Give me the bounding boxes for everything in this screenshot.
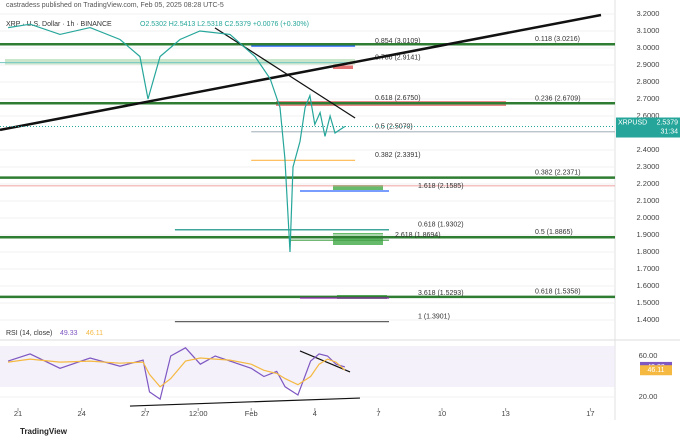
zone — [333, 233, 383, 245]
value-tag-bg — [640, 365, 672, 376]
level-label: 2.618 (1.8694) — [395, 232, 441, 239]
ohlc: O2.5302 H2.5413 L2.5318 C2.5379 +0.0076 … — [140, 21, 309, 28]
y-tick-label: 3.0000 — [637, 43, 660, 52]
x-tick-label: 13 — [501, 409, 509, 418]
y-tick-label: 2.1000 — [637, 196, 660, 205]
price-tag-name: XRPUSD — [618, 119, 647, 126]
legend-value: 46.11 — [86, 330, 103, 337]
level-label: 0.618 (2.6750) — [375, 95, 421, 102]
y-tick-label: 3.1000 — [637, 26, 660, 35]
x-tick-label: 17 — [586, 409, 594, 418]
level-label: 0.5 (1.8865) — [535, 229, 573, 236]
series-line — [7, 347, 346, 401]
symbol: XRP · U.S. Dollar · 1h · BINANCE — [6, 21, 112, 28]
x-tick-label: 4 — [313, 409, 317, 418]
price-tag-bg — [616, 117, 680, 138]
y-tick-label: 1.5000 — [637, 298, 660, 307]
y-tick-label: 2.0000 — [637, 213, 660, 222]
zone — [333, 64, 353, 69]
y-tick-label: 2.2000 — [637, 179, 660, 188]
legend-value: 49.33 — [60, 330, 78, 337]
level-label: 3.618 (1.5293) — [418, 290, 464, 297]
trendline — [0, 13, 602, 132]
y-tick-label: 2.9000 — [637, 60, 660, 69]
trendline — [299, 350, 351, 373]
y-tick-label: 1.8000 — [637, 247, 660, 256]
y-tick-label: 1.6000 — [637, 281, 660, 290]
brand: TradingView — [20, 427, 68, 436]
level-label: 0.786 (2.9141) — [375, 54, 421, 61]
y-tick-label: 2.4000 — [637, 145, 660, 154]
x-tick-label: 27 — [141, 409, 149, 418]
x-tick-label: 24 — [77, 409, 85, 418]
x-tick-label: Feb — [245, 409, 258, 418]
y-tick-label: 2.8000 — [637, 77, 660, 86]
y-tick-label: 60.00 — [639, 351, 658, 360]
level-label: 1 (1.3901) — [418, 313, 450, 320]
rsi-title: RSI (14, close) — [6, 330, 52, 337]
level-label: 0.382 (2.2371) — [535, 169, 581, 176]
y-tick-label: 2.7000 — [637, 94, 660, 103]
publisher: castradess published on TradingView.com,… — [6, 2, 224, 9]
x-tick-label: 7 — [376, 409, 380, 418]
trendline — [129, 397, 360, 407]
x-tick-label: 10 — [438, 409, 446, 418]
level-label: 0.854 (3.0109) — [375, 38, 421, 45]
x-tick-label: 21 — [14, 409, 22, 418]
level-label: 0.118 (3.0216) — [535, 36, 580, 43]
zone — [0, 185, 615, 187]
zone — [333, 185, 383, 190]
level-label: 0.618 (1.9302) — [418, 222, 464, 229]
price-tag-value: 2.5379 — [657, 119, 679, 126]
y-tick-label: 1.4000 — [637, 315, 660, 324]
value-tag: 46.11 — [648, 367, 665, 374]
x-tick-label: 12:00 — [189, 409, 208, 418]
rsi-band — [0, 346, 615, 387]
series-line — [8, 23, 346, 253]
trendline — [214, 27, 356, 119]
level-label: 0.5 (2.5070) — [375, 124, 413, 131]
series-line — [8, 357, 346, 388]
y-tick-label: 2.6000 — [637, 111, 660, 120]
level-label: 0.382 (2.3391) — [375, 152, 421, 159]
y-tick-label: 3.2000 — [637, 9, 660, 18]
level-label: 1.618 (2.1585) — [418, 183, 464, 190]
y-tick-label: 20.00 — [639, 392, 658, 401]
level-label: 0.618 (1.5358) — [535, 289, 581, 296]
y-tick-label: 2.3000 — [637, 162, 660, 171]
y-tick-label: 1.7000 — [637, 264, 660, 273]
price-tag-countdown: 31:34 — [660, 128, 678, 135]
level-label: 0.236 (2.6709) — [535, 96, 581, 103]
y-tick-label: 1.9000 — [637, 230, 660, 239]
